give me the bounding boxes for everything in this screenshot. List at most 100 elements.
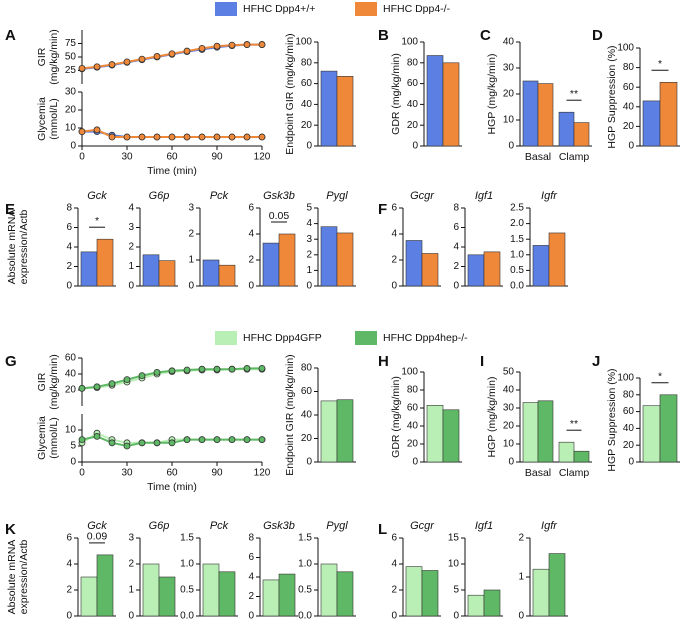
y-tick-label: 0 [412, 457, 418, 468]
y-tick-label: 3 [188, 203, 194, 214]
panel-label: F [378, 201, 387, 218]
bar [659, 82, 678, 147]
bar [405, 240, 423, 287]
y-tick-label: 6 [248, 203, 254, 214]
y-tick-label: 40 [301, 99, 313, 110]
gene-title: Pck [210, 190, 229, 202]
y-tick-label: 1.0 [180, 559, 194, 570]
data-point [243, 364, 251, 372]
y-axis-label: (mmol/L) [48, 98, 60, 139]
y-tick-label: 0 [508, 457, 514, 468]
y-tick-label: 10 [503, 439, 515, 450]
y-tick-label: 2 [66, 261, 72, 272]
y-tick-label: 60 [65, 353, 77, 364]
x-tick-label: 0 [79, 152, 85, 163]
x-tick-label: 30 [121, 152, 133, 163]
y-tick-label: 2 [128, 242, 134, 253]
y-tick-label: 3 [128, 222, 134, 233]
y-axis-label: expression/Actb [18, 209, 30, 284]
data-point [123, 442, 131, 450]
panel-label: C [480, 27, 491, 44]
data-point [138, 55, 146, 63]
bar [558, 111, 575, 147]
y-axis-label: HGP Suppression (%) [606, 368, 618, 471]
y-tick-label: 0 [508, 141, 514, 152]
data-point [153, 368, 161, 376]
y-tick-label: 4 [66, 242, 72, 253]
y-tick-label: 0 [248, 611, 254, 622]
data-point [213, 133, 221, 141]
significance-label: * [658, 58, 662, 70]
y-axis-label: GDR (mg/kg/min) [390, 53, 402, 135]
legend-swatch [215, 2, 237, 16]
data-point [168, 367, 176, 375]
y-tick-label: 30 [503, 63, 515, 74]
y-tick-label: 1.5 [298, 533, 312, 544]
x-tick-label: 120 [254, 152, 271, 163]
data-point [258, 133, 266, 141]
y-tick-label: 20 [301, 433, 313, 444]
gene-title: Pck [210, 520, 229, 532]
legend-label: HFHC Dpp4GFP [243, 332, 322, 344]
y-tick-label: 8 [66, 203, 72, 214]
data-point [213, 436, 221, 444]
data-point [78, 436, 86, 444]
data-point [213, 365, 221, 373]
bar [336, 571, 354, 617]
bar [96, 238, 114, 287]
significance-label: 0.09 [87, 531, 108, 543]
y-tick-label: 5 [306, 203, 312, 214]
bar [573, 122, 590, 147]
gene-title: Igf1 [475, 190, 493, 202]
x-tick-label: Clamp [559, 151, 590, 163]
y-tick-label: 100 [617, 43, 634, 54]
data-point [138, 372, 146, 380]
bar [405, 566, 423, 617]
y-tick-label: 6 [66, 533, 72, 544]
y-tick-label: 1.5 [510, 234, 524, 245]
data-point [198, 365, 206, 373]
bar [320, 563, 338, 617]
bar [158, 260, 176, 287]
y-tick-label: 60 [623, 82, 635, 93]
data-point [108, 380, 116, 388]
y-tick-label: 40 [65, 369, 77, 380]
y-tick-label: 0.0 [180, 611, 194, 622]
y-tick-label: 2.0 [510, 218, 524, 229]
bar [467, 594, 485, 617]
y-tick-label: 0 [453, 611, 459, 622]
panel-label: A [5, 27, 16, 44]
data-point [228, 41, 236, 49]
data-point [183, 133, 191, 141]
bar [483, 251, 501, 287]
y-tick-label: 40 [407, 421, 419, 432]
y-tick-label: 100 [295, 37, 312, 48]
y-tick-label: 80 [407, 385, 419, 396]
y-tick-label: 20 [623, 440, 635, 451]
y-tick-label: 1 [188, 255, 194, 266]
bar [426, 404, 444, 463]
panel-label: L [378, 521, 387, 538]
y-tick-label: 0 [391, 281, 397, 292]
y-axis-label: HGP Suppression (%) [606, 45, 618, 148]
bar [336, 399, 354, 463]
x-tick-label: Basal [525, 151, 551, 163]
data-point [93, 126, 101, 134]
data-point [183, 436, 191, 444]
y-tick-label: 2 [391, 255, 397, 266]
y-tick-label: 25 [65, 65, 77, 76]
data-point [168, 439, 176, 447]
y-tick-label: 1.0 [510, 249, 524, 260]
y-tick-label: 60 [301, 78, 313, 89]
legend-label: HFHC Dpp4-/- [383, 3, 451, 15]
y-tick-label: 0.0 [510, 281, 524, 292]
bar [320, 400, 338, 463]
data-point [78, 384, 86, 392]
gene-title: G6p [149, 520, 170, 532]
y-tick-label: 60 [301, 386, 313, 397]
bar [522, 80, 539, 147]
bar [442, 62, 460, 147]
data-point [138, 133, 146, 141]
bar [421, 253, 439, 287]
y-tick-label: 50 [65, 52, 77, 63]
